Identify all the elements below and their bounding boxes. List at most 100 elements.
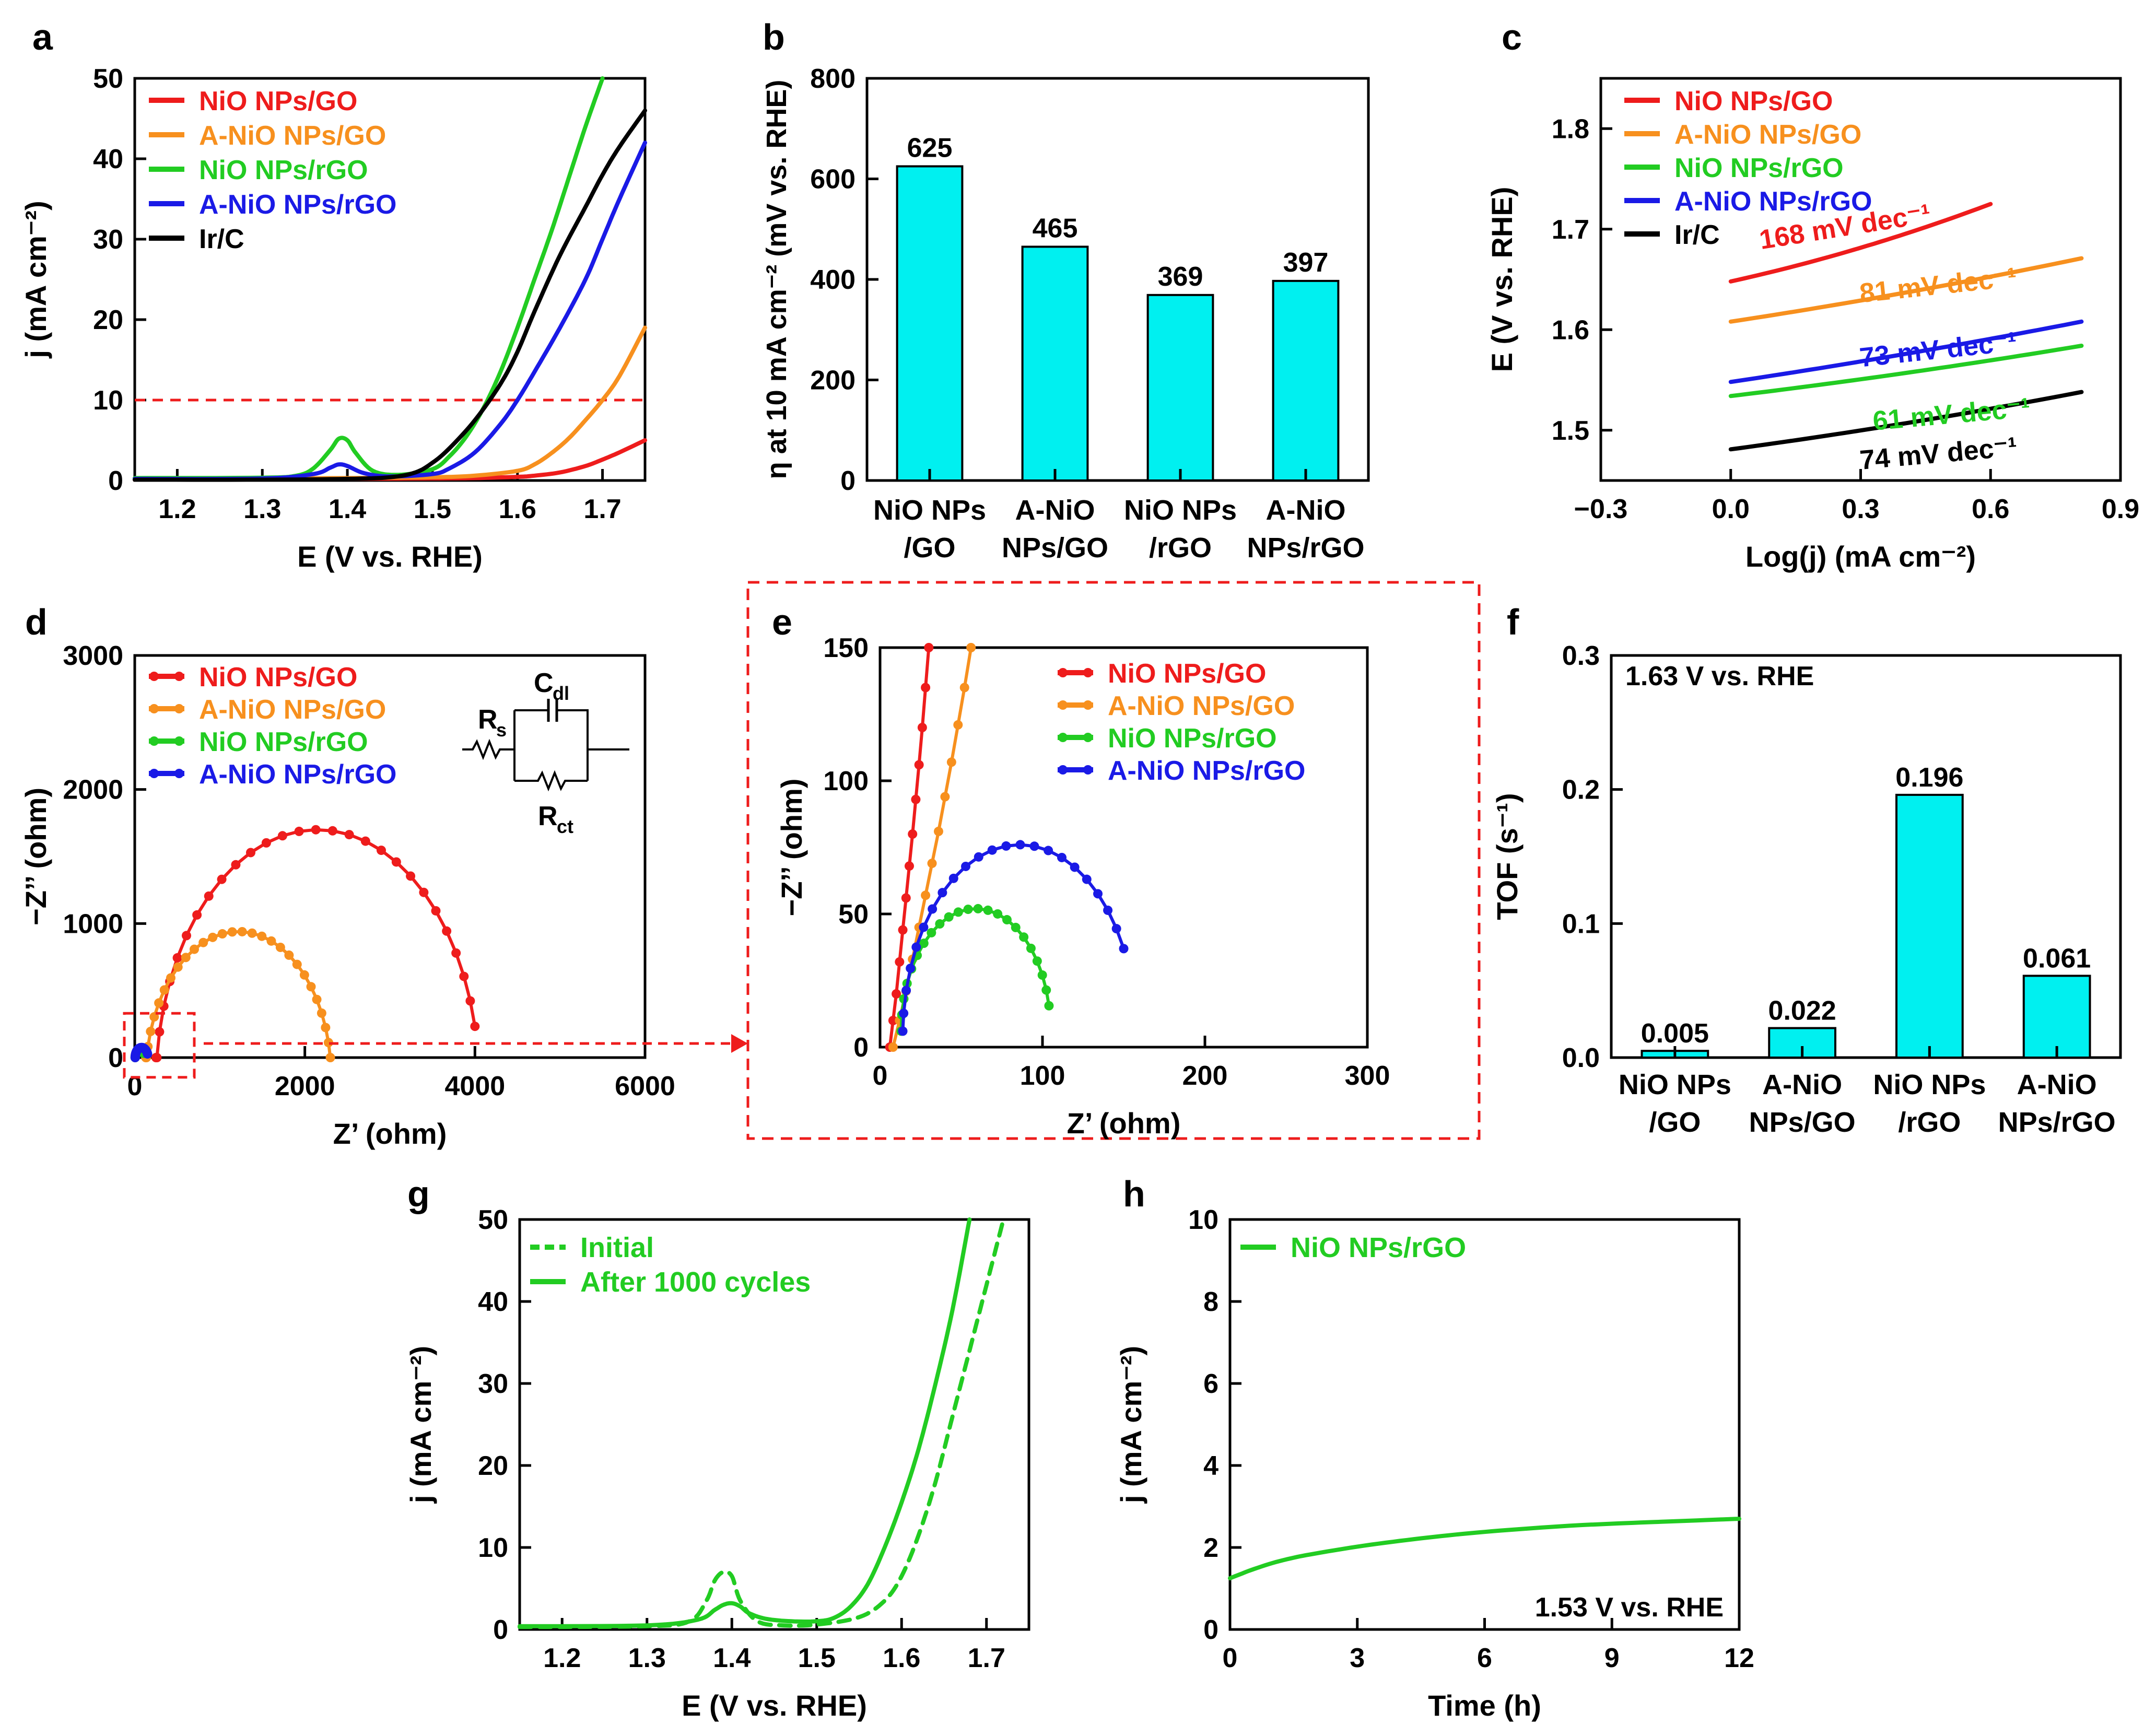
tafel-line-a-nio-nps-rgo	[1728, 319, 2084, 384]
nyquist-point-nio-nps-rgo	[935, 919, 945, 929]
nyquist-line-a-nio-nps-rgo	[901, 843, 1126, 1033]
bar-value-label: 397	[1283, 248, 1329, 278]
y-tick-label: 10	[478, 1533, 508, 1563]
panel-e-nyquist-zoom-chart: e 0 100 200 300 0 50 100 150 Z’ (ohm) −Z’’ (ohm) Ni…	[746, 581, 1481, 1140]
nyquist-point-nio-nps-go	[431, 906, 441, 916]
nyquist-point-a-nio-nps-rgo	[1082, 874, 1092, 884]
nyquist-point-nio-nps-rgo	[1026, 943, 1036, 953]
nyquist-point-nio-nps-go	[245, 848, 255, 858]
x-tick-label: 1.7	[968, 1643, 1005, 1673]
bar-value-label: 625	[907, 133, 953, 163]
bar-value-label: 0.196	[1895, 763, 1963, 793]
condition-annotation: 1.53 V vs. RHE	[1535, 1592, 1724, 1623]
x-tick-label: 1.3	[628, 1643, 666, 1673]
y-tick-label: 50	[93, 64, 123, 94]
nyquist-point-a-nio-nps-rgo	[911, 942, 921, 952]
x-tick-label: 6000	[615, 1071, 675, 1101]
legend-marker	[174, 704, 184, 713]
x-axis-label: Time (h)	[1428, 1689, 1541, 1722]
nyquist-point-nio-nps-rgo	[1011, 922, 1021, 932]
nyquist-point-a-nio-nps-rgo	[1057, 852, 1067, 862]
series-line-after-1000-cycles	[518, 1217, 972, 1628]
panel-h-chronoamperometry-chart: h 0 3 6 9 12 0 2 4 6 8 10 Time (h) j (mA cm⁻²) NiO NPs…	[1115, 1174, 1754, 1722]
nyquist-point-nio-nps-rgo	[944, 912, 954, 922]
category-label: NPs/rGO	[1247, 532, 1364, 564]
x-tick-label: 1.4	[713, 1643, 751, 1673]
y-tick-label: 0	[1203, 1615, 1218, 1645]
category-label: NiO NPs	[1619, 1069, 1731, 1100]
y-tick-label: 8	[1203, 1287, 1218, 1317]
x-tick-label: 0.0	[1712, 494, 1750, 524]
bar-a-nio-nps-go	[1021, 245, 1089, 482]
legend-label-nio-nps-rgo: NiO NPs/rGO	[1108, 723, 1277, 754]
nyquist-point-a-nio-nps-go	[299, 970, 309, 980]
y-tick-label: 400	[810, 265, 856, 295]
y-tick-label: 0.1	[1562, 909, 1600, 939]
series-line-a-nio-nps-rgo	[133, 140, 647, 482]
plot-frame	[133, 654, 647, 1059]
y-axis-label: j (mA cm⁻²)	[1115, 1346, 1147, 1504]
y-tick-label: 50	[838, 899, 869, 930]
panel-letter: g	[407, 1174, 430, 1214]
y-tick-label: 0	[493, 1615, 508, 1645]
legend-label-ir-c: Ir/C	[1674, 220, 1720, 250]
y-axis-label: −Z’’ (ohm)	[19, 788, 52, 925]
nyquist-point-nio-nps-go	[360, 836, 370, 846]
panel-c-tafel-chart: c −0.3 0.0 0.3 0.6 0.9 1.5 1.6 1.7 1.8 Log(j) (mA …	[1485, 17, 2139, 573]
x-tick-label: 300	[1345, 1061, 1390, 1091]
bar-a-nio-nps-rgo	[1272, 279, 1340, 482]
nyquist-point-a-nio-nps-rgo	[1044, 846, 1053, 855]
category-label: NPs/GO	[1002, 532, 1108, 564]
nyquist-point-nio-nps-go	[904, 861, 914, 871]
x-tick-label: 1.6	[883, 1643, 920, 1673]
x-tick-label: 12	[1724, 1643, 1754, 1673]
legend-marker	[149, 704, 159, 713]
x-tick-label: 0	[1223, 1643, 1238, 1673]
nyquist-point-nio-nps-go	[442, 926, 452, 936]
legend-label-ir-c: Ir/C	[199, 224, 244, 254]
plot-frame	[518, 1218, 1030, 1631]
nyquist-point-nio-nps-go	[898, 925, 908, 935]
nyquist-point-nio-nps-rgo	[1019, 932, 1029, 942]
y-tick-label: 800	[810, 64, 856, 94]
category-label: NPs/GO	[1749, 1107, 1856, 1138]
series-line-nio-nps-rgo	[1228, 1517, 1741, 1580]
x-tick-label: 1.5	[798, 1643, 836, 1673]
plot-frame	[1610, 654, 2122, 1059]
y-tick-label: 150	[823, 633, 869, 663]
series-line-initial	[518, 1217, 1006, 1629]
tafel-line-nio-nps-go	[1728, 202, 1993, 284]
nyquist-point-a-nio-nps-rgo	[928, 904, 938, 914]
y-tick-label: 0.0	[1562, 1043, 1600, 1073]
plot-frame	[878, 646, 1369, 1049]
legend-label-a-nio-nps-go: A-NiO NPs/GO	[1108, 691, 1295, 721]
y-tick-label: 0.2	[1562, 775, 1600, 805]
nyquist-point-nio-nps-go	[204, 891, 214, 901]
bar-value-label: 0.061	[2023, 943, 2091, 973]
bar-nio-nps-go	[896, 165, 964, 482]
category-label: NPs/rGO	[1998, 1107, 2116, 1138]
nyquist-point-nio-nps-go	[376, 846, 386, 855]
x-tick-label: 1.2	[158, 494, 196, 524]
y-tick-label: 0.3	[1562, 641, 1600, 671]
nyquist-point-nio-nps-rgo	[1044, 1001, 1054, 1011]
nyquist-point-a-nio-nps-go	[266, 936, 276, 946]
nyquist-point-a-nio-nps-go	[888, 1042, 898, 1052]
nyquist-point-nio-nps-rgo	[919, 939, 929, 948]
y-axis-label: −Z’’ (ohm)	[775, 779, 808, 917]
y-tick-label: 0	[840, 466, 856, 496]
category-label: /rGO	[1898, 1107, 1961, 1138]
nyquist-point-nio-nps-go	[465, 996, 475, 1006]
circuit-label-rct-sub: ct	[557, 816, 573, 837]
y-tick-label: 1.8	[1552, 114, 1589, 144]
slope-annotation: 74 mV dec⁻¹	[1858, 432, 2018, 476]
nyquist-point-nio-nps-go	[901, 893, 911, 903]
panel-f-tof-bar-chart: f 0.0 0.1 0.2 0.3 TOF (s⁻¹) 1.63 V vs. RHE 0.00…	[1491, 602, 2122, 1138]
legend-label-nio-nps-go: NiO NPs/GO	[199, 662, 357, 693]
nyquist-point-a-nio-nps-go	[146, 1026, 156, 1036]
condition-annotation: 1.63 V vs. RHE	[1625, 661, 1814, 691]
nyquist-point-a-nio-nps-go	[173, 962, 183, 972]
y-tick-label: 4	[1203, 1451, 1218, 1481]
y-tick-label: 30	[93, 225, 123, 255]
